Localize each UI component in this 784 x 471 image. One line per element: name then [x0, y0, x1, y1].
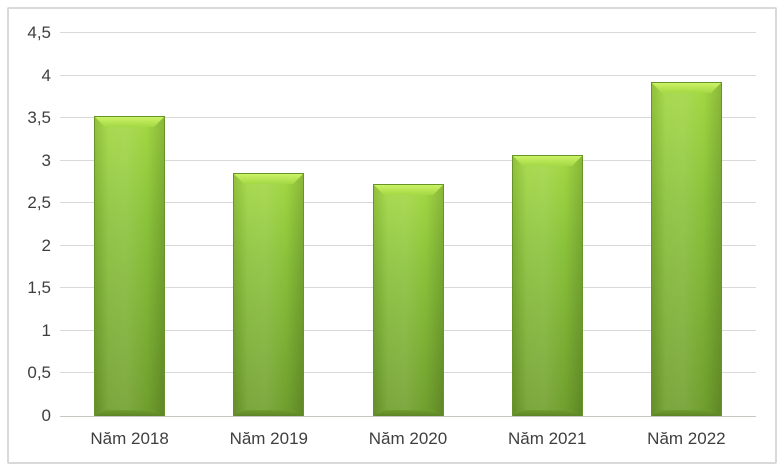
gridline — [60, 117, 756, 119]
bar-bevel-shadow — [95, 410, 164, 416]
y-tick-label: 4,5 — [27, 23, 51, 42]
bar-bevel-shadow — [374, 410, 443, 416]
x-axis-label: Năm 2020 — [368, 429, 448, 448]
y-tick-label: 1,5 — [27, 278, 51, 298]
bar-bevel-shadow — [234, 410, 303, 416]
gridline — [60, 32, 756, 33]
plot-area — [60, 32, 756, 417]
gridline — [60, 74, 756, 76]
y-tick-label: 2 — [41, 235, 51, 255]
y-tick-label: 2,5 — [27, 193, 51, 213]
y-tick-label: 4 — [41, 65, 51, 85]
y-tick-label: 3 — [41, 150, 51, 170]
bar-bevel-shadow — [513, 410, 582, 416]
bar-bevel-highlight — [234, 174, 303, 184]
bar-bevel-highlight — [652, 83, 721, 93]
x-axis-label: Năm 2018 — [90, 429, 169, 448]
y-tick-label: 1 — [41, 320, 51, 340]
bar-năm-2019 — [233, 173, 304, 416]
gridline — [60, 159, 756, 161]
y-tick-label: 3,5 — [27, 108, 51, 128]
bar-bevel-highlight — [513, 156, 582, 166]
bar-bevel-highlight — [95, 117, 164, 127]
bar-năm-2018 — [94, 116, 165, 416]
bar-năm-2020 — [373, 184, 444, 416]
y-tick-label: 0,5 — [27, 363, 51, 383]
bar-năm-2021 — [512, 155, 583, 416]
x-axis-label: Năm 2022 — [647, 429, 726, 448]
y-tick-label: 0 — [41, 406, 51, 425]
bar-bevel-highlight — [374, 185, 443, 195]
x-axis-label: Năm 2019 — [229, 429, 308, 448]
x-axis-line — [60, 416, 756, 417]
chart-area: 0 0,5 1 1,5 2 2,5 3 3,5 4 4,5 Năm 2018 Năm 2019 Năm… — [7, 7, 777, 464]
bar-bevel-shadow — [652, 410, 721, 416]
x-axis-label: Năm 2021 — [507, 429, 587, 448]
bar-năm-2022 — [651, 82, 722, 416]
